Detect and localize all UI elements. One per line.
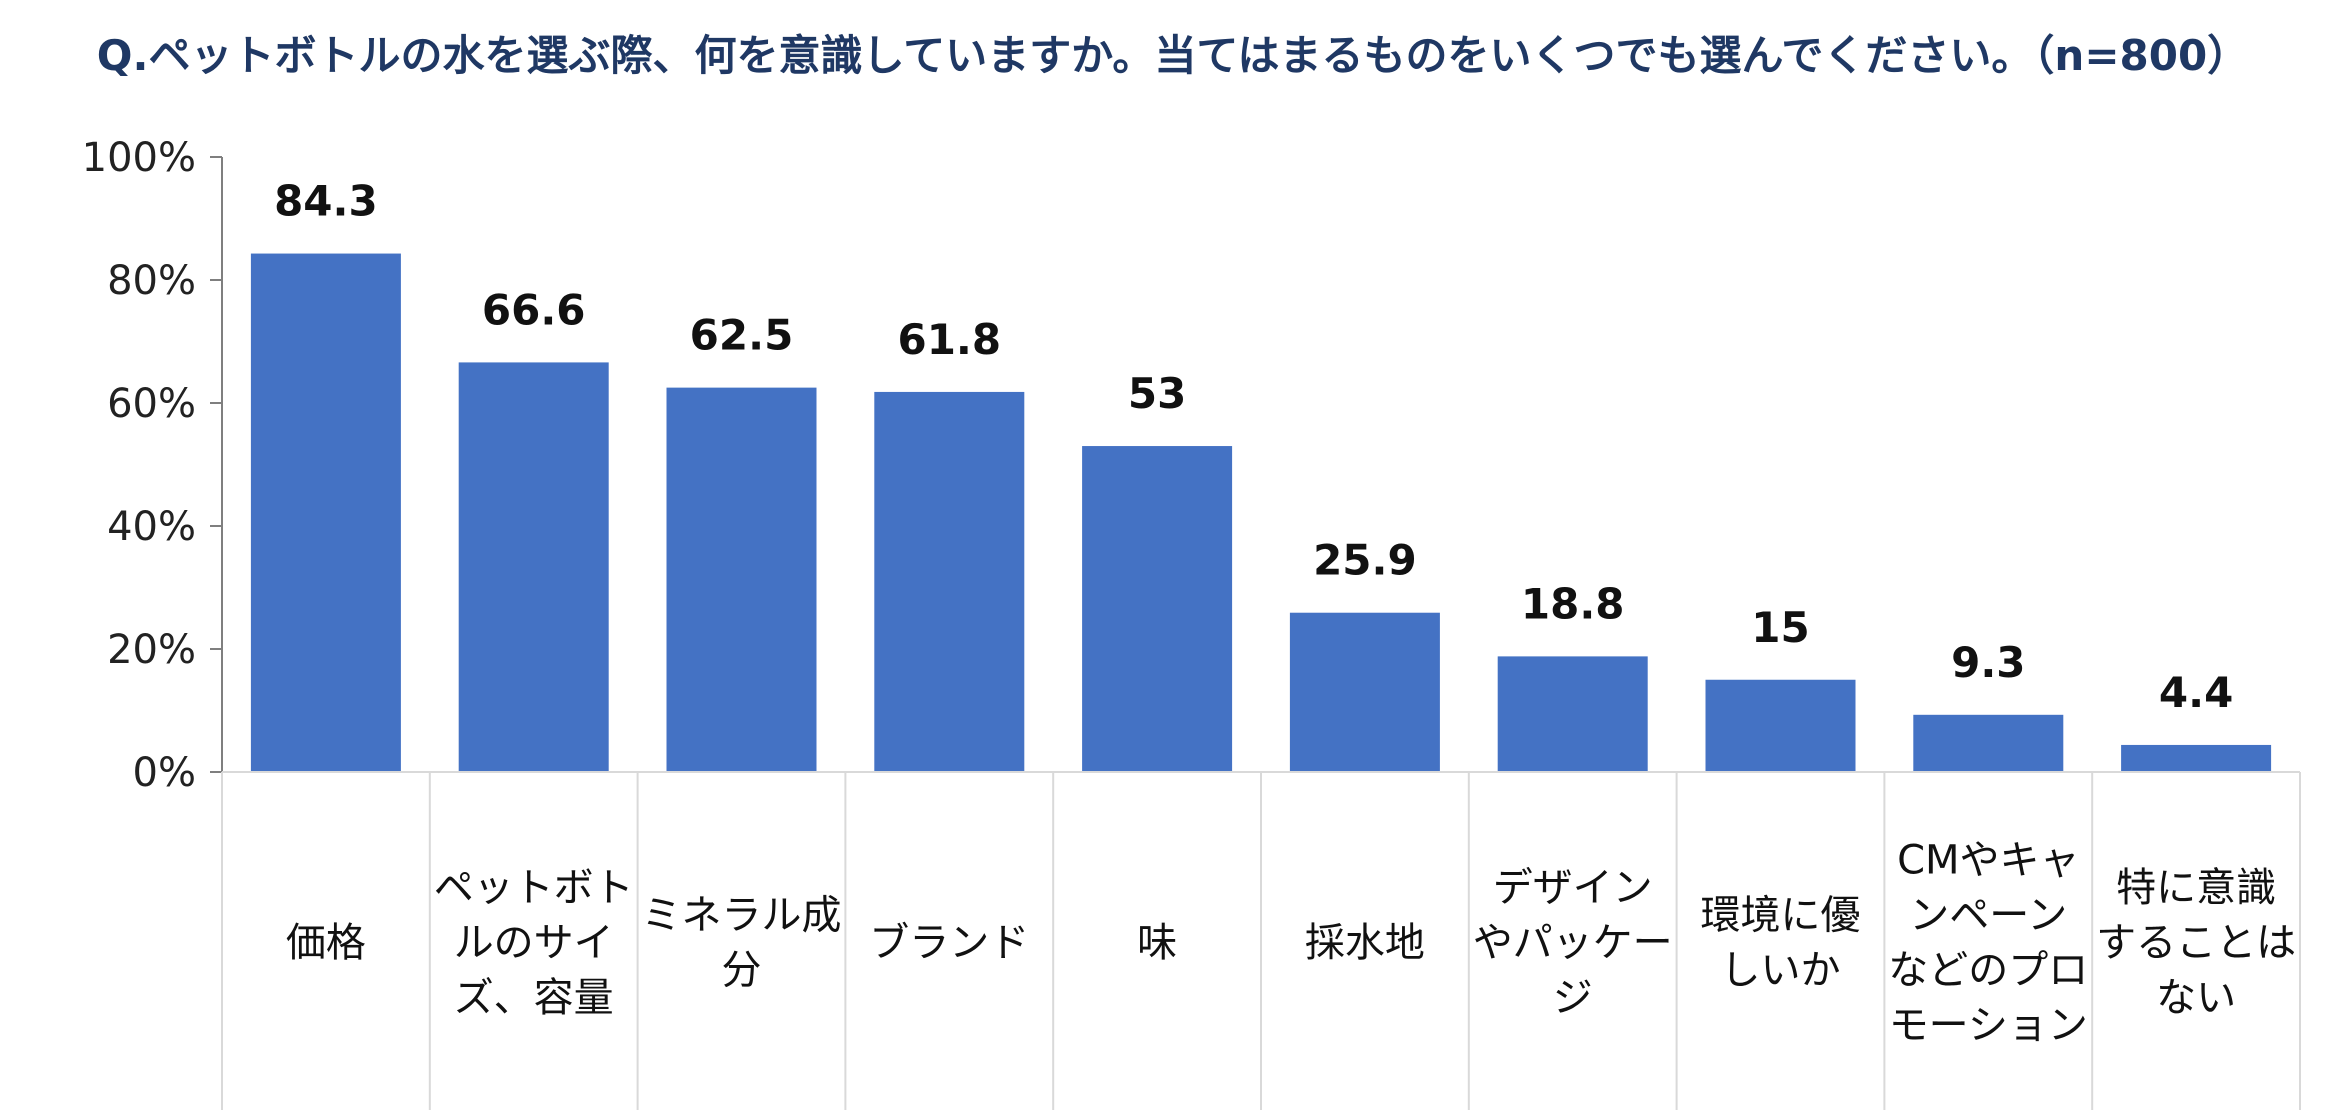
y-tick-label: 60% (107, 381, 196, 427)
data-labels: 84.3 66.6 62.5 61.8 53 25.9 18.8 15 9.3 4.4 (274, 177, 2233, 717)
bar (250, 253, 401, 772)
y-tick-label: 0% (133, 750, 196, 796)
category-label: ズ、容量 (454, 975, 614, 1021)
category-label: モーション (1889, 1003, 2088, 1049)
bar (1913, 714, 2064, 772)
category-label: 採水地 (1305, 920, 1425, 966)
bar (874, 391, 1025, 772)
category-label: ない (2156, 975, 2236, 1021)
y-tick-label: 40% (107, 504, 196, 550)
category-label: ミネラル成 (642, 893, 842, 939)
category-label: ペットボト (434, 865, 634, 911)
bar (1289, 612, 1440, 772)
data-label: 61.8 (897, 315, 1001, 364)
category-label: ブランド (869, 920, 1029, 966)
category-label: ジ (1553, 975, 1593, 1021)
data-label: 9.3 (1951, 638, 2025, 687)
category-label: 味 (1137, 920, 1177, 966)
data-label: 62.5 (690, 311, 794, 360)
chart-title: Q.ペットボトルの水を選ぶ際、何を意識していますか。当てはまるものをいくつでも選… (96, 31, 2250, 80)
bar (2121, 744, 2272, 772)
category-label: 特に意識 (2116, 865, 2276, 911)
data-label: 53 (1128, 369, 1186, 418)
data-label: 4.4 (2159, 668, 2233, 717)
bar (1497, 656, 1648, 772)
category-label: やパッケー (1473, 920, 1673, 966)
y-tick-label: 20% (107, 627, 196, 673)
y-axis: 0% 20% 40% 60% 80% 100% (82, 135, 223, 796)
y-tick-label: 100% (82, 135, 196, 181)
bars (250, 253, 2272, 772)
bar (458, 362, 609, 772)
category-label: 価格 (286, 920, 366, 966)
bar (1082, 446, 1233, 772)
category-label: 分 (722, 948, 762, 994)
category-label: デザイン (1493, 865, 1653, 911)
bar (1705, 679, 1856, 772)
category-label: 環境に優 (1701, 893, 1861, 939)
category-label: ンペーン (1909, 893, 2067, 939)
category-label: しいか (1721, 948, 1841, 994)
data-label: 25.9 (1313, 536, 1417, 585)
data-label: 15 (1751, 603, 1809, 652)
category-label: ルのサイ (454, 920, 614, 966)
category-label: などのプロ (1888, 948, 2088, 994)
data-label: 66.6 (482, 285, 586, 334)
category-label: CMやキャ (1897, 838, 2079, 884)
bar (666, 387, 817, 772)
category-label: することは (2096, 920, 2296, 966)
data-label: 18.8 (1521, 579, 1625, 628)
y-tick-label: 80% (107, 258, 196, 304)
data-label: 84.3 (274, 177, 378, 226)
